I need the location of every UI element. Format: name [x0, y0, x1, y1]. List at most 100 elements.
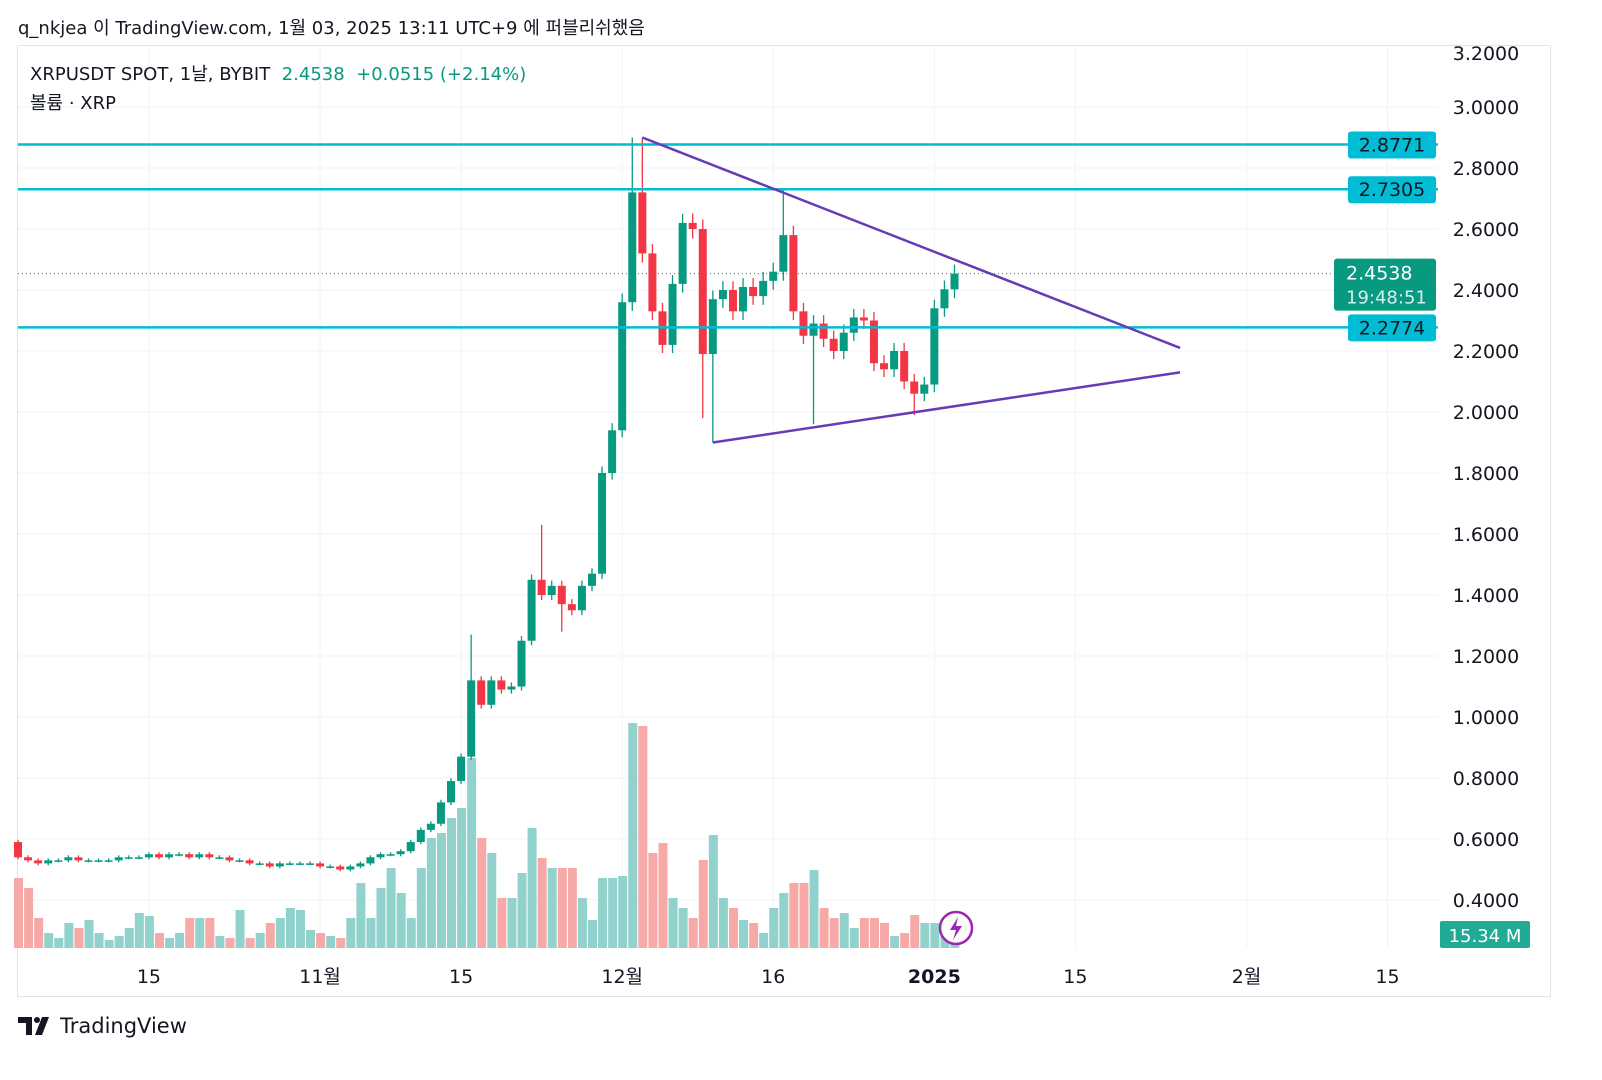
volume-bar — [24, 888, 34, 948]
volume-bar — [436, 833, 446, 948]
volume-bar — [658, 843, 668, 948]
candle-body — [54, 860, 63, 862]
price-change: +0.0515 (+2.14%) — [356, 64, 527, 85]
volume-bar — [779, 893, 789, 948]
lightning-icon-glyph — [950, 917, 962, 940]
volume-bar — [265, 923, 275, 948]
volume-bar — [185, 918, 195, 948]
symbol-title[interactable]: XRPUSDT SPOT, 1날, BYBIT — [30, 64, 271, 85]
candle-body — [376, 854, 385, 858]
y-tick-label: 2.2000 — [1453, 341, 1519, 363]
volume-bar — [144, 916, 154, 948]
candle-body — [809, 323, 818, 336]
volume-bar — [517, 873, 527, 948]
volume-bar — [557, 868, 567, 948]
candle-body — [537, 579, 546, 595]
y-tick-label: 0.6000 — [1453, 829, 1519, 851]
y-tick-label: 1.0000 — [1453, 707, 1519, 729]
candle-body — [517, 640, 526, 687]
volume-bar — [819, 908, 829, 948]
volume-bar — [648, 853, 658, 948]
volume-bar — [245, 938, 255, 948]
y-tick-label: 1.2000 — [1453, 646, 1519, 668]
y-tick-label: 0.8000 — [1453, 768, 1519, 790]
candle-body — [507, 686, 516, 690]
x-tick-label: 11월 — [299, 966, 341, 988]
y-tick-label: 1.8000 — [1453, 463, 1519, 485]
x-tick-label: 16 — [761, 966, 785, 988]
volume-bar — [598, 878, 608, 948]
price-level-tag — [1348, 314, 1436, 342]
volume-bar — [577, 898, 587, 948]
volume-bar — [74, 928, 84, 948]
y-tick-label: 3.2000 — [1453, 43, 1519, 65]
candle-body — [728, 290, 737, 312]
candle-body — [386, 854, 395, 856]
volume-bar — [64, 923, 74, 948]
candle-body — [940, 289, 949, 309]
volume-bar — [34, 918, 44, 948]
volume-bar — [54, 938, 64, 948]
volume-bar — [316, 933, 326, 948]
candle-body — [175, 854, 184, 856]
volume-bar — [467, 758, 477, 948]
trendline — [712, 371, 1181, 444]
y-tick-label: 1.6000 — [1453, 524, 1519, 546]
volume-bar — [920, 923, 930, 948]
volume-bar — [487, 853, 497, 948]
volume-bar — [114, 936, 124, 948]
volume-bar — [386, 868, 396, 948]
y-tick-label: 3.0000 — [1453, 97, 1519, 119]
candle-body — [64, 857, 73, 861]
candle-body — [416, 829, 425, 843]
x-tick-label: 2025 — [908, 966, 961, 988]
volume-bar — [154, 933, 164, 948]
candle-body — [739, 286, 748, 312]
x-tick-label: 15 — [1063, 966, 1087, 988]
candle-body — [527, 579, 536, 641]
candle-body — [890, 351, 899, 370]
candle-body — [285, 863, 294, 865]
y-tick-label: 2.4000 — [1453, 280, 1519, 302]
x-tick-label: 15 — [1375, 966, 1399, 988]
volume-bar — [195, 918, 205, 948]
volume-bar — [829, 918, 839, 948]
volume-bar — [326, 936, 336, 948]
volume-bar — [769, 908, 779, 948]
candle-body — [316, 863, 325, 867]
volume-bar — [356, 883, 366, 948]
candle-body — [930, 308, 939, 385]
volume-bar — [890, 936, 900, 948]
volume-bar — [869, 918, 879, 948]
volume-bar — [718, 898, 728, 948]
volume-bar — [547, 868, 557, 948]
candle-body — [718, 290, 727, 300]
volume-bar — [285, 908, 295, 948]
volume-indicator-label[interactable]: 볼륨 · XRP — [30, 93, 116, 114]
volume-bar — [306, 930, 316, 948]
volume-bar — [366, 918, 376, 948]
volume-bar — [688, 918, 698, 948]
candle-body — [154, 854, 163, 858]
volume-bar — [124, 928, 134, 948]
candle-body — [598, 473, 607, 574]
volume-bar — [527, 828, 537, 948]
candle-body — [487, 680, 496, 705]
volume-bar — [698, 860, 708, 948]
volume-bar — [255, 933, 265, 948]
volume-bar — [930, 923, 940, 948]
candle-body — [34, 860, 43, 864]
price-level-label: 2.7305 — [1359, 179, 1425, 201]
candle-body — [406, 842, 415, 852]
volume-bar — [457, 808, 467, 948]
volume-bar — [396, 893, 406, 948]
tradingview-logo[interactable]: TradingView — [18, 1014, 187, 1038]
candle-body — [275, 863, 284, 867]
candle-body — [759, 280, 768, 297]
volume-bar — [447, 818, 457, 948]
candle-body — [668, 283, 677, 345]
price-level-label: 2.2774 — [1359, 317, 1425, 339]
candle-body — [366, 857, 375, 864]
volume-bar — [416, 868, 426, 948]
